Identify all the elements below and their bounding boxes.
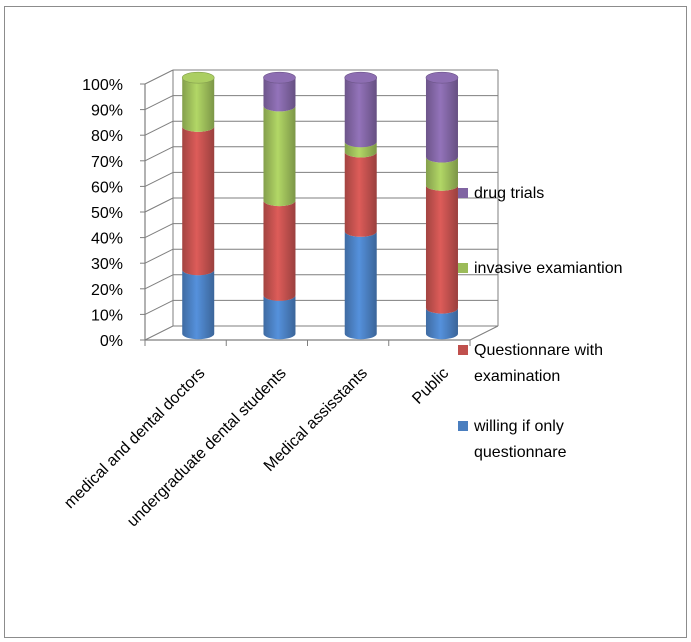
legend-label: invasive examiantion bbox=[474, 260, 623, 277]
legend-label: drug trials bbox=[474, 185, 544, 202]
bar-segment-1-1 bbox=[263, 200, 296, 301]
side-gridline bbox=[144, 248, 174, 264]
y-tick-label: 70% bbox=[91, 154, 123, 171]
bar-segment-3-2 bbox=[425, 157, 458, 191]
bar-top-cap-1 bbox=[263, 71, 296, 84]
bar-segment-3-3 bbox=[425, 77, 458, 163]
bar-segment-2-0 bbox=[344, 231, 377, 340]
bar-segment-0-0 bbox=[182, 269, 215, 340]
y-tick-label: 100% bbox=[82, 77, 123, 94]
bar-segment-3-1 bbox=[425, 185, 458, 314]
legend: drug trials invasive examiantion Questionn… bbox=[458, 185, 623, 461]
side-gridline bbox=[144, 325, 174, 341]
side-gridline bbox=[144, 120, 174, 136]
bar-segment-0-2 bbox=[182, 77, 215, 132]
y-tick-label: 20% bbox=[91, 282, 123, 299]
y-tick-label: 30% bbox=[91, 256, 123, 273]
bar-segment-1-3 bbox=[263, 77, 296, 112]
side-gridline bbox=[144, 146, 174, 162]
legend-swatch bbox=[458, 421, 468, 431]
side-gridline bbox=[144, 274, 174, 290]
legend-swatch bbox=[458, 345, 468, 355]
y-tick-label: 0% bbox=[100, 333, 123, 350]
bar-segment-3-0 bbox=[425, 308, 458, 340]
bar-segment-1-2 bbox=[263, 105, 296, 207]
bar-top-cap-3 bbox=[425, 71, 459, 84]
y-tick-label: 80% bbox=[91, 128, 123, 145]
y-tick-label: 10% bbox=[91, 307, 123, 324]
category-label: Public bbox=[409, 365, 452, 408]
legend-swatch bbox=[458, 188, 468, 198]
floor-edge bbox=[469, 325, 499, 341]
bar-top-cap-2 bbox=[344, 71, 378, 84]
side-gridline bbox=[144, 171, 174, 187]
y-tick-label: 60% bbox=[91, 179, 123, 196]
category-label: medical and dental doctors bbox=[61, 365, 208, 512]
side-gridline bbox=[144, 223, 174, 239]
legend-label: examination bbox=[474, 368, 560, 385]
side-gridline bbox=[144, 299, 174, 315]
category-label: undergraduate dental students bbox=[124, 365, 290, 531]
side-gridline bbox=[144, 95, 174, 111]
legend-swatch bbox=[458, 263, 468, 273]
y-tick-label: 50% bbox=[91, 205, 123, 222]
legend-label: questionnare bbox=[474, 444, 567, 461]
side-gridline bbox=[144, 69, 174, 85]
bar-segment-2-1 bbox=[344, 151, 377, 237]
bar-segment-0-1 bbox=[182, 126, 215, 276]
side-gridline bbox=[144, 197, 174, 213]
bars bbox=[181, 71, 459, 340]
bar-top-cap-0 bbox=[181, 71, 215, 84]
bar-segment-2-2 bbox=[344, 141, 377, 158]
y-tick-label: 90% bbox=[91, 103, 123, 120]
legend-label: Questionnare with bbox=[474, 342, 603, 359]
y-tick-label: 40% bbox=[91, 231, 123, 248]
legend-label: willing if only bbox=[473, 418, 564, 435]
bar-segment-2-3 bbox=[344, 77, 377, 148]
bar-segment-1-0 bbox=[263, 295, 296, 340]
